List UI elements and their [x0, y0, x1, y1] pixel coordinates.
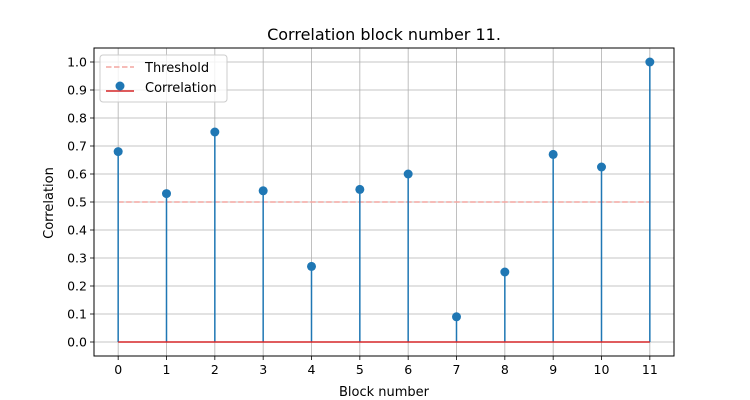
chart-title: Correlation block number 11.	[267, 25, 501, 44]
stem-marker	[403, 169, 413, 179]
x-tick-label: 7	[453, 362, 461, 377]
x-tick-label: 8	[501, 362, 509, 377]
x-tick-label: 6	[404, 362, 412, 377]
x-tick-label: 5	[356, 362, 364, 377]
y-tick-label: 0.0	[67, 335, 87, 350]
stem-marker	[355, 184, 365, 194]
y-tick-label: 0.8	[67, 111, 87, 126]
stem-marker	[597, 162, 606, 172]
x-tick-label: 9	[549, 362, 557, 377]
x-tick-label: 11	[642, 362, 658, 377]
legend: Threshold Correlation	[99, 54, 228, 103]
y-tick-label: 0.7	[67, 139, 87, 154]
y-axis-ticks: 0.0 0.1 0.2 0.3 0.4 0.5 0.6 0.7 0.8 0.9 1.0	[67, 55, 94, 350]
legend-threshold-label: Threshold	[144, 61, 209, 76]
stem-marker	[452, 312, 461, 322]
x-axis-ticks: 0 1 2 3 4 5 6 7 8 9 10 11	[114, 356, 658, 377]
y-tick-label: 1.0	[67, 55, 87, 70]
stem-series	[113, 57, 655, 343]
y-tick-label: 0.5	[67, 195, 87, 210]
x-axis-label: Block number	[339, 385, 430, 400]
y-tick-label: 0.9	[67, 83, 87, 98]
x-tick-label: 2	[211, 362, 219, 377]
stem-marker	[258, 186, 268, 196]
x-tick-label: 1	[163, 362, 171, 377]
y-axis-label: Correlation	[42, 167, 57, 239]
stem-marker	[548, 149, 558, 159]
y-tick-label: 0.4	[67, 223, 87, 238]
stem-marker	[113, 147, 123, 157]
stem-marker	[645, 57, 655, 67]
x-tick-label: 3	[259, 362, 267, 377]
legend-correlation-label: Correlation	[145, 81, 217, 96]
stem-marker	[162, 189, 171, 199]
stem-marker	[210, 127, 220, 137]
y-tick-label: 0.2	[67, 279, 87, 294]
stem-marker	[307, 261, 316, 271]
x-tick-label: 10	[594, 362, 610, 377]
x-tick-label: 4	[308, 362, 316, 377]
legend-correlation-marker	[115, 81, 125, 91]
x-tick-label: 0	[114, 362, 122, 377]
y-tick-label: 0.3	[67, 251, 87, 266]
y-tick-label: 0.6	[67, 167, 87, 182]
stem-marker	[500, 267, 510, 277]
y-tick-label: 0.1	[67, 307, 87, 322]
